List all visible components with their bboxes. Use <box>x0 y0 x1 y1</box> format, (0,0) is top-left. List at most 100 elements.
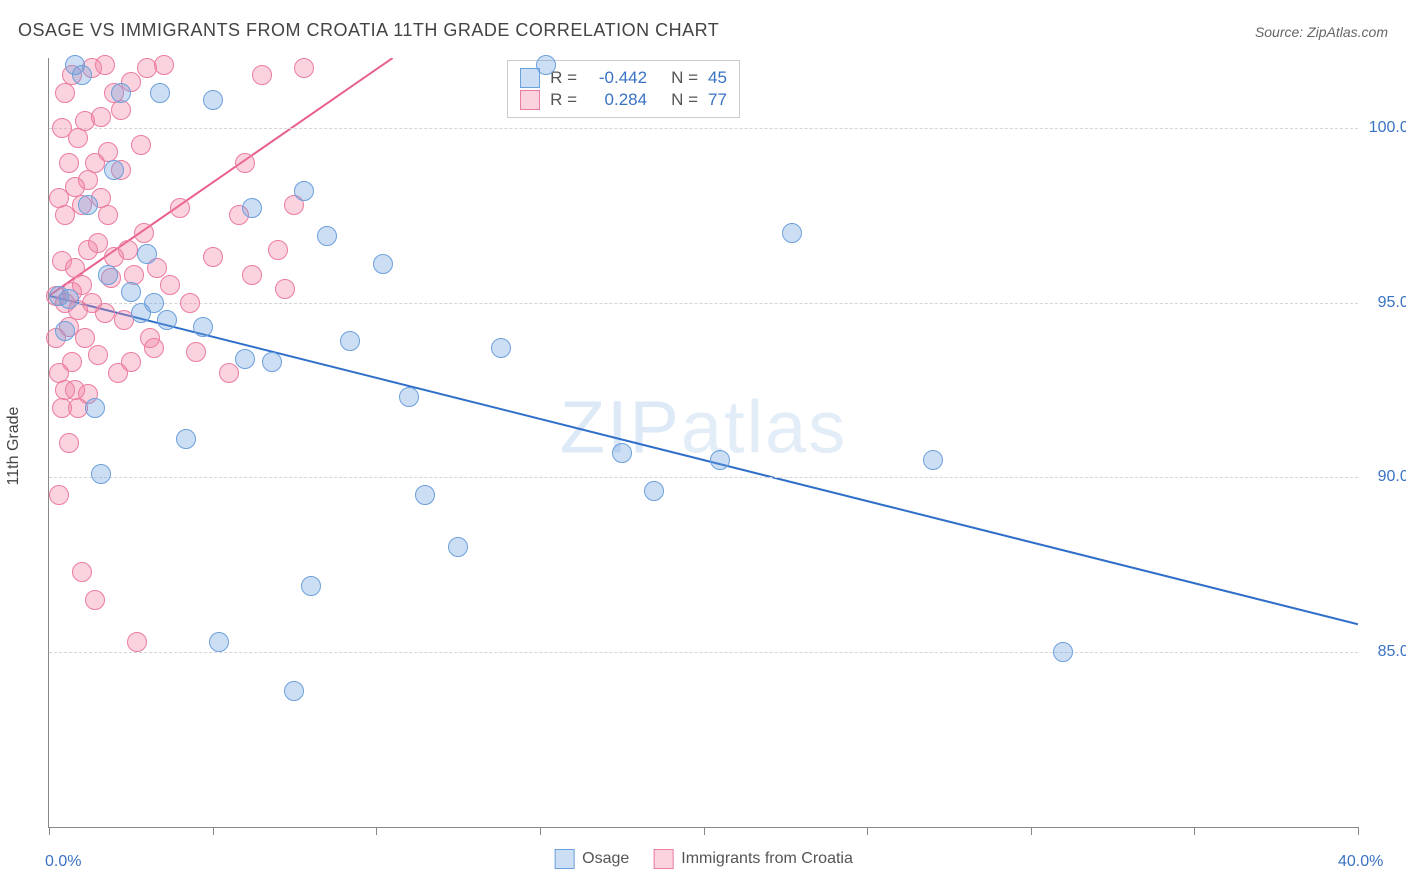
scatter-point-croatia <box>275 279 295 299</box>
x-tick <box>49 827 50 835</box>
x-tick <box>213 827 214 835</box>
scatter-point-osage <box>373 254 393 274</box>
scatter-point-croatia <box>186 342 206 362</box>
scatter-point-croatia <box>88 233 108 253</box>
scatter-point-croatia <box>242 265 262 285</box>
scatter-point-croatia <box>95 55 115 75</box>
scatter-point-croatia <box>68 128 88 148</box>
legend-swatch-icon <box>520 90 540 110</box>
y-tick-label: 95.0% <box>1378 294 1406 312</box>
scatter-point-croatia <box>144 338 164 358</box>
scatter-point-osage <box>55 321 75 341</box>
scatter-point-osage <box>111 83 131 103</box>
scatter-point-croatia <box>55 83 75 103</box>
x-tick <box>1194 827 1195 835</box>
scatter-point-croatia <box>91 107 111 127</box>
scatter-point-osage <box>235 349 255 369</box>
legend-series-item: Immigrants from Croatia <box>653 849 853 869</box>
scatter-point-croatia <box>252 65 272 85</box>
x-tick <box>376 827 377 835</box>
chart-title: OSAGE VS IMMIGRANTS FROM CROATIA 11TH GR… <box>18 20 719 41</box>
y-tick-label: 100.0% <box>1369 119 1406 137</box>
scatter-point-osage <box>176 429 196 449</box>
scatter-point-osage <box>317 226 337 246</box>
scatter-point-osage <box>294 181 314 201</box>
scatter-point-osage <box>91 464 111 484</box>
legend-n-value: 77 <box>708 90 727 110</box>
x-tick <box>540 827 541 835</box>
scatter-point-croatia <box>72 562 92 582</box>
scatter-point-osage <box>242 198 262 218</box>
scatter-point-croatia <box>95 303 115 323</box>
scatter-point-osage <box>157 310 177 330</box>
scatter-point-osage <box>203 90 223 110</box>
scatter-point-croatia <box>170 198 190 218</box>
scatter-point-osage <box>782 223 802 243</box>
scatter-point-osage <box>59 289 79 309</box>
trend-line <box>49 296 1358 625</box>
x-tick-label: 40.0% <box>1338 853 1383 871</box>
legend-n-label: N = <box>671 90 698 110</box>
scatter-point-croatia <box>134 223 154 243</box>
scatter-point-croatia <box>180 293 200 313</box>
scatter-point-osage <box>121 282 141 302</box>
scatter-point-osage <box>301 576 321 596</box>
scatter-point-croatia <box>75 328 95 348</box>
scatter-point-osage <box>923 450 943 470</box>
scatter-point-osage <box>209 632 229 652</box>
scatter-point-osage <box>399 387 419 407</box>
x-tick <box>1358 827 1359 835</box>
scatter-point-croatia <box>59 433 79 453</box>
scatter-point-osage <box>340 331 360 351</box>
scatter-point-croatia <box>62 352 82 372</box>
gridline-h <box>49 128 1358 129</box>
scatter-point-osage <box>72 65 92 85</box>
legend-n-value: 45 <box>708 68 727 88</box>
scatter-chart: ZIPatlas R =-0.442N =45R =0.284N =77 Osa… <box>48 58 1358 828</box>
legend-swatch-icon <box>554 849 574 869</box>
scatter-point-croatia <box>78 170 98 190</box>
scatter-point-osage <box>78 195 98 215</box>
scatter-point-osage <box>536 55 556 75</box>
legend-swatch-icon <box>520 68 540 88</box>
scatter-point-osage <box>137 244 157 264</box>
scatter-point-croatia <box>219 363 239 383</box>
scatter-point-osage <box>144 293 164 313</box>
scatter-point-osage <box>710 450 730 470</box>
scatter-point-osage <box>193 317 213 337</box>
x-tick-label: 0.0% <box>45 853 81 871</box>
scatter-point-osage <box>612 443 632 463</box>
scatter-point-croatia <box>85 590 105 610</box>
scatter-point-croatia <box>268 240 288 260</box>
scatter-point-croatia <box>203 247 223 267</box>
scatter-point-osage <box>104 160 124 180</box>
y-tick-label: 85.0% <box>1378 643 1406 661</box>
x-tick <box>704 827 705 835</box>
y-tick-label: 90.0% <box>1378 468 1406 486</box>
legend-r-value: -0.442 <box>587 68 647 88</box>
scatter-point-croatia <box>49 485 69 505</box>
scatter-point-osage <box>85 398 105 418</box>
scatter-point-croatia <box>98 205 118 225</box>
scatter-point-croatia <box>131 135 151 155</box>
legend-n-label: N = <box>671 68 698 88</box>
scatter-point-osage <box>150 83 170 103</box>
scatter-point-croatia <box>235 153 255 173</box>
scatter-point-osage <box>284 681 304 701</box>
trend-lines-layer <box>49 58 1358 827</box>
scatter-point-osage <box>448 537 468 557</box>
legend-r-value: 0.284 <box>587 90 647 110</box>
scatter-point-croatia <box>127 632 147 652</box>
scatter-point-croatia <box>121 352 141 372</box>
scatter-point-croatia <box>154 55 174 75</box>
watermark-text: ZIPatlas <box>560 385 847 470</box>
legend-swatch-icon <box>653 849 673 869</box>
scatter-point-osage <box>98 265 118 285</box>
series-legend: OsageImmigrants from Croatia <box>554 849 853 869</box>
scatter-point-osage <box>491 338 511 358</box>
scatter-point-croatia <box>88 345 108 365</box>
gridline-h <box>49 652 1358 653</box>
source-attribution: Source: ZipAtlas.com <box>1255 24 1388 40</box>
scatter-point-osage <box>1053 642 1073 662</box>
scatter-point-croatia <box>118 240 138 260</box>
